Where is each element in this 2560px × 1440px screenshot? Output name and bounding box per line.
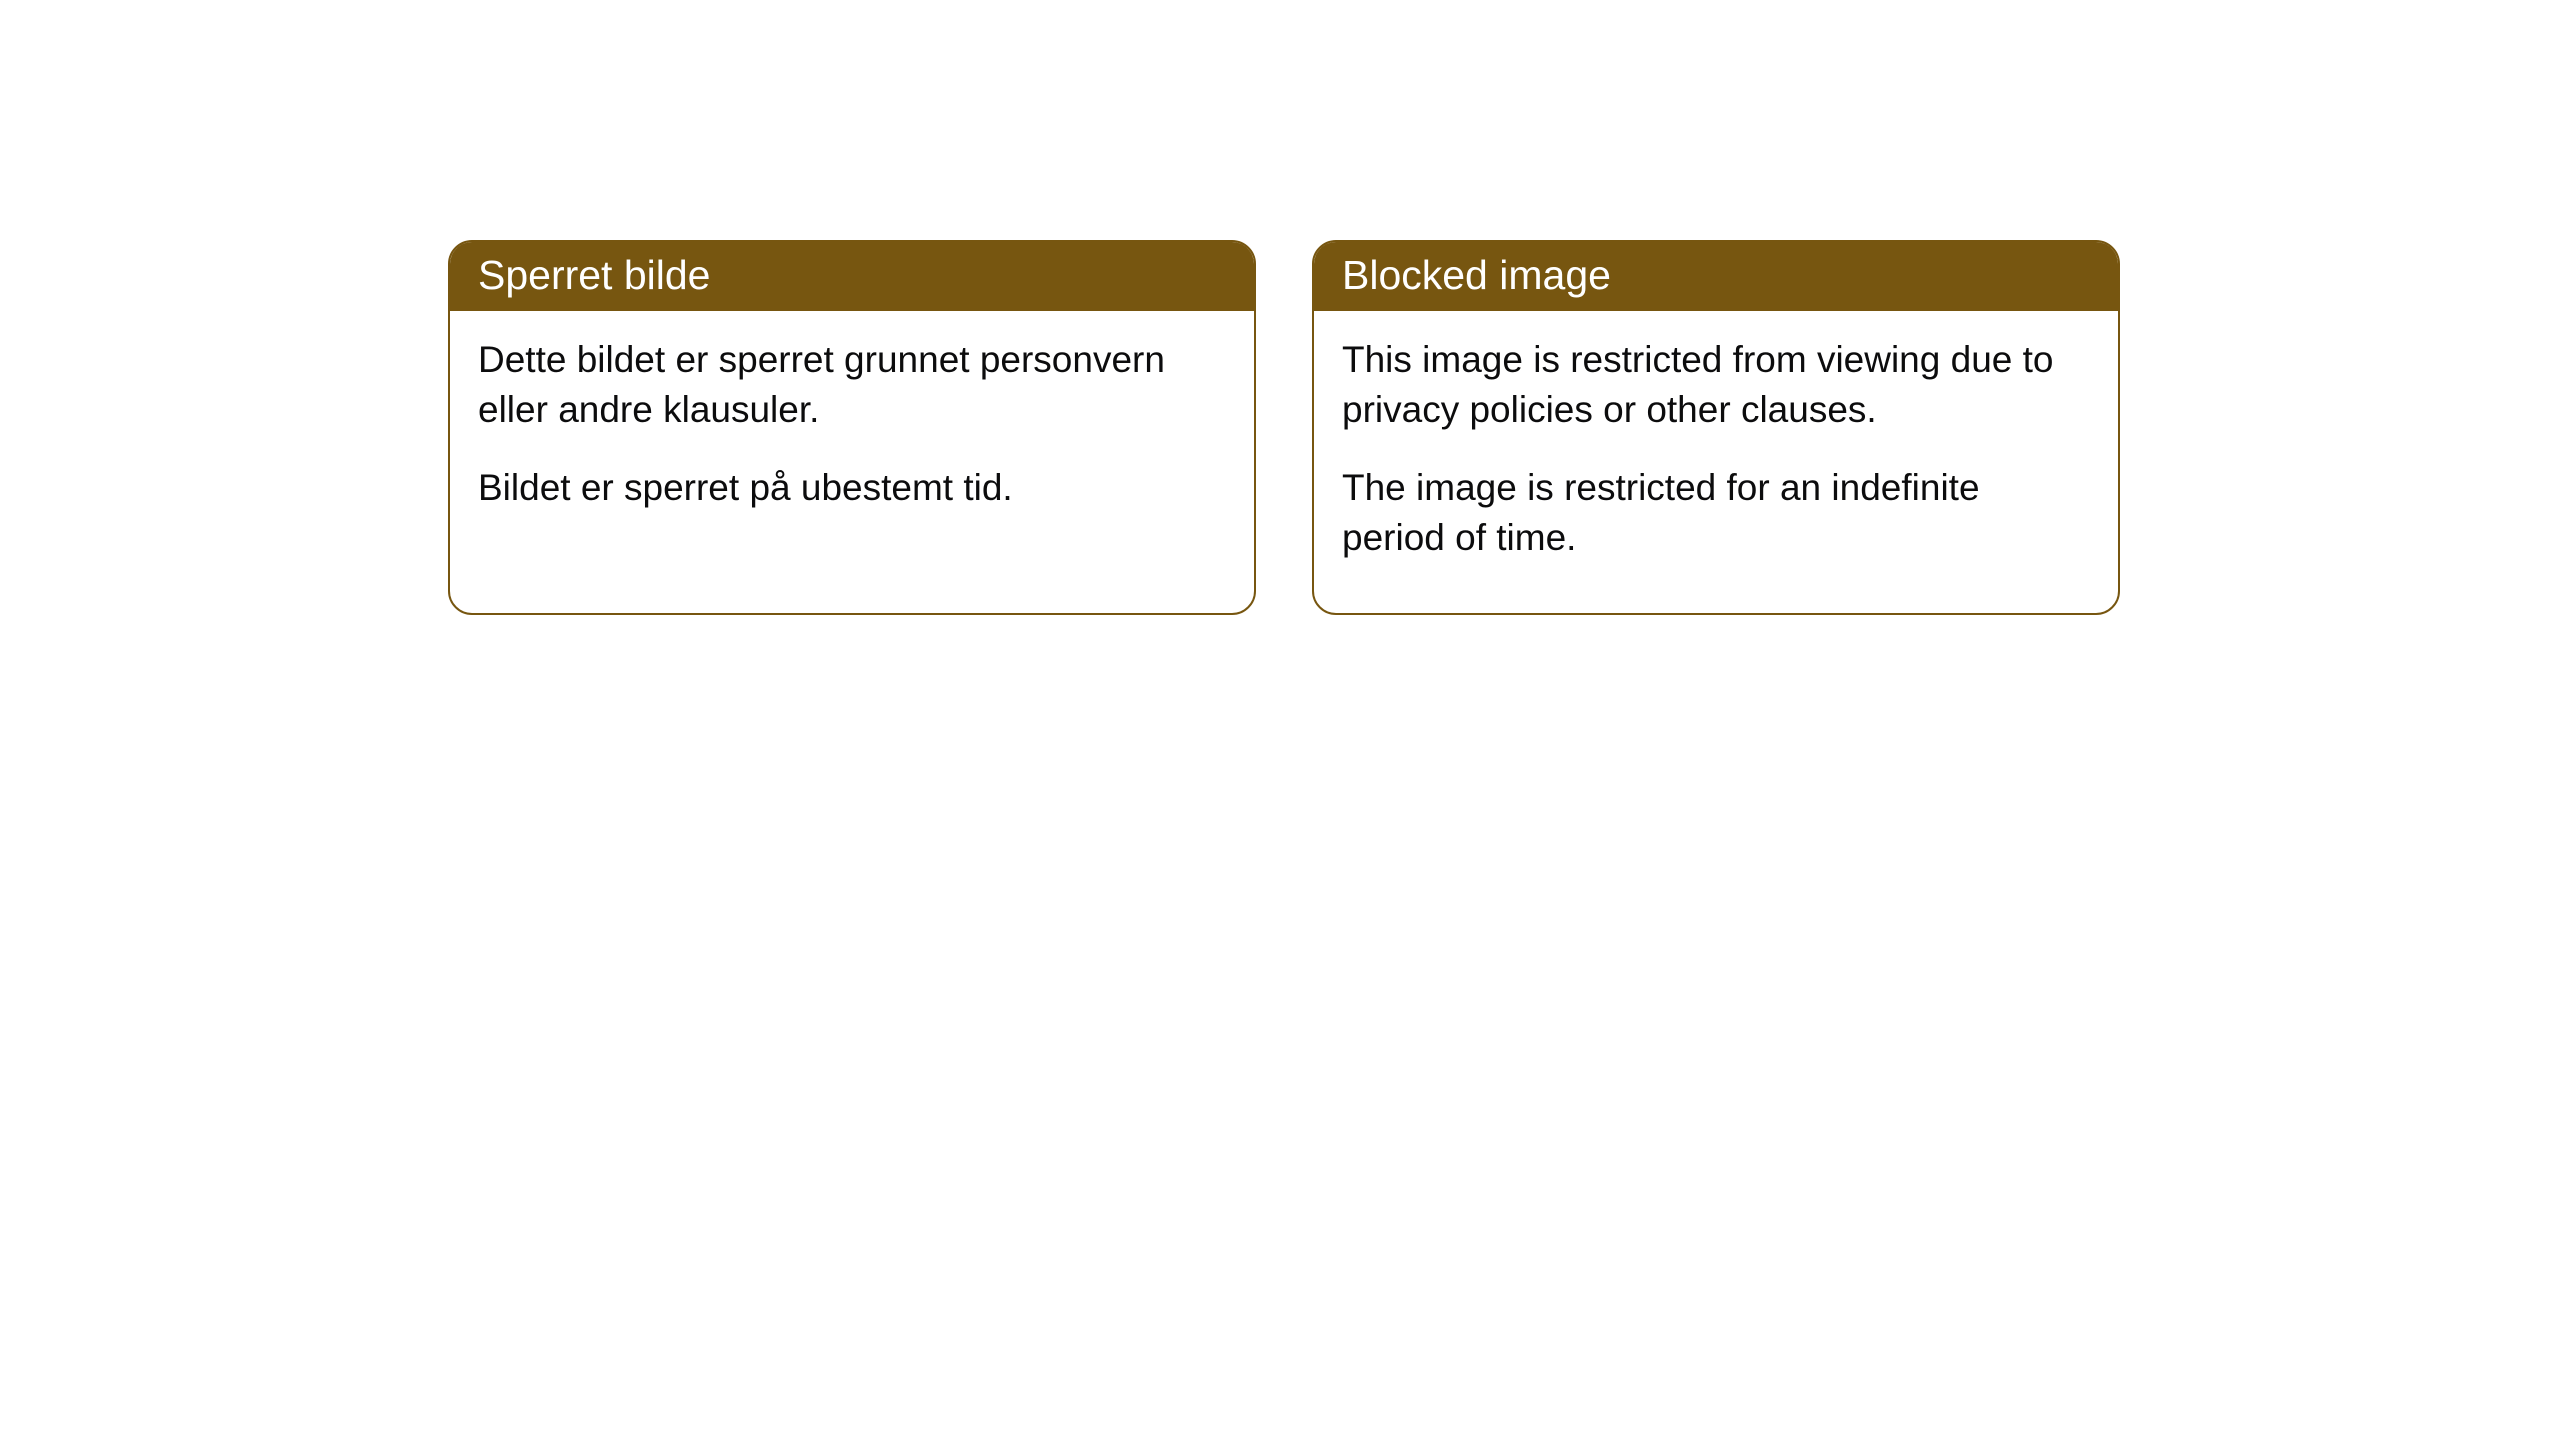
notice-card-norwegian: Sperret bilde Dette bildet er sperret gr…	[448, 240, 1256, 615]
card-title: Sperret bilde	[478, 252, 710, 298]
notice-card-english: Blocked image This image is restricted f…	[1312, 240, 2120, 615]
card-header: Blocked image	[1314, 242, 2118, 311]
card-body: Dette bildet er sperret grunnet personve…	[450, 311, 1254, 563]
card-text-line-1: Dette bildet er sperret grunnet personve…	[478, 335, 1226, 435]
card-text-line-2: Bildet er sperret på ubestemt tid.	[478, 463, 1226, 513]
card-text-line-2: The image is restricted for an indefinit…	[1342, 463, 2090, 563]
card-title: Blocked image	[1342, 252, 1611, 298]
notice-cards-container: Sperret bilde Dette bildet er sperret gr…	[448, 240, 2120, 615]
card-header: Sperret bilde	[450, 242, 1254, 311]
card-text-line-1: This image is restricted from viewing du…	[1342, 335, 2090, 435]
card-body: This image is restricted from viewing du…	[1314, 311, 2118, 613]
